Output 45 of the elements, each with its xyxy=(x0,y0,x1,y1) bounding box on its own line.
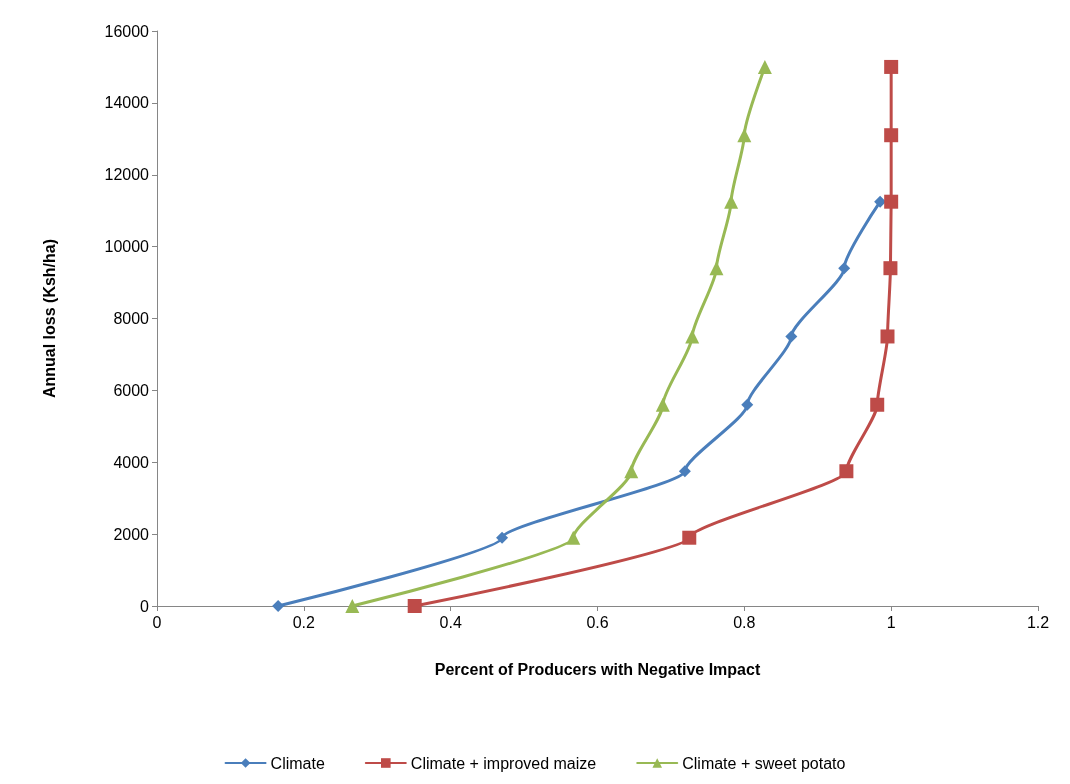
point xyxy=(884,59,899,74)
point xyxy=(496,531,509,544)
point xyxy=(724,194,739,209)
point xyxy=(884,128,899,143)
x-tick-label: 1 xyxy=(886,613,896,631)
x-tick-label: 1.2 xyxy=(1026,613,1050,631)
point xyxy=(741,398,754,411)
point xyxy=(785,330,798,343)
y-tick-label: 6000 xyxy=(113,381,150,399)
point xyxy=(757,59,772,74)
point xyxy=(839,464,854,479)
y-tick-label: 8000 xyxy=(113,310,150,327)
x-tick-label: 0.2 xyxy=(292,613,316,631)
x-tick-label: 0.8 xyxy=(733,613,756,631)
legend-label: Climate + sweet potato xyxy=(682,754,846,772)
y-tick-label: 16000 xyxy=(104,22,150,40)
point xyxy=(870,397,885,412)
x-axis-title: Percent of Producers with Negative Impact xyxy=(434,660,761,678)
legend-label: Climate xyxy=(270,754,325,772)
point xyxy=(880,329,895,344)
point xyxy=(624,464,639,479)
y-tick-label: 14000 xyxy=(104,94,150,112)
x-tick-label: 0 xyxy=(152,613,162,631)
point xyxy=(884,194,899,209)
point xyxy=(655,397,670,412)
point xyxy=(566,530,581,545)
point xyxy=(345,599,360,613)
y-tick-label: 2000 xyxy=(113,525,150,543)
y-tick-label: 12000 xyxy=(104,166,150,184)
legend-label: Climate + improved maize xyxy=(410,754,597,772)
point xyxy=(685,329,700,344)
point xyxy=(678,465,691,478)
y-tick-label: 10000 xyxy=(104,238,150,256)
point xyxy=(737,128,752,143)
point xyxy=(682,530,697,545)
x-tick-label: 0.6 xyxy=(586,613,609,631)
y-tick-label: 4000 xyxy=(113,453,150,471)
x-tick-label: 0.4 xyxy=(439,613,462,631)
y-axis-title: Annual loss (Ksh/ha) xyxy=(40,238,58,399)
point xyxy=(407,599,422,613)
point xyxy=(709,261,724,276)
y-tick-label: 0 xyxy=(140,597,150,615)
point xyxy=(883,261,898,276)
point xyxy=(838,262,851,275)
point xyxy=(272,600,285,612)
